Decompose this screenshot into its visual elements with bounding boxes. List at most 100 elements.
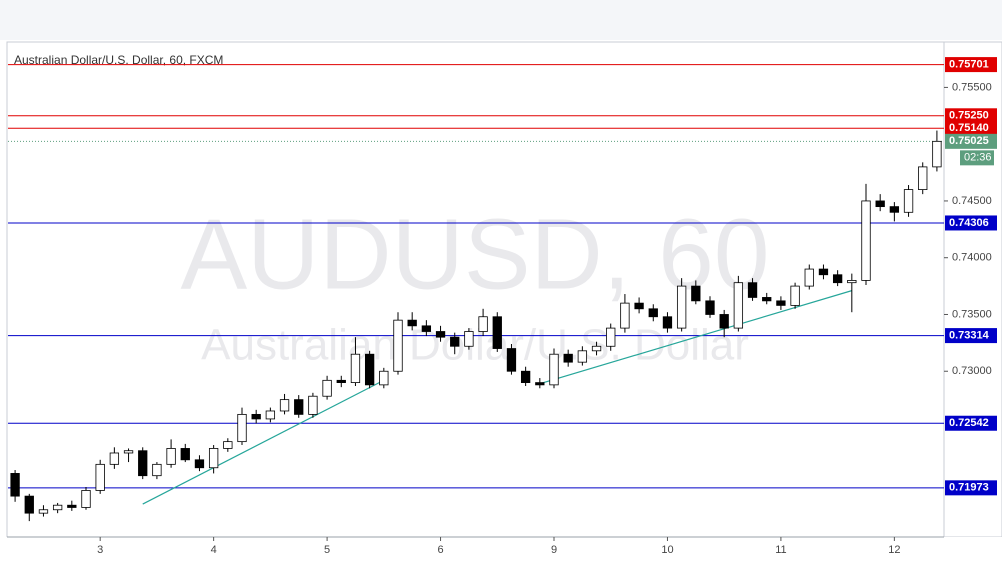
watermark-subtitle: Australian Dollar/U.S. Dollar [201,321,749,370]
candle-body [138,450,148,477]
x-tick-label: 4 [211,544,217,556]
candle-body [492,316,502,349]
candle-body [109,452,120,465]
candle-body [506,348,517,372]
x-tick-label: 10 [661,544,673,556]
candle-body [265,410,276,420]
level-label-box [945,215,997,231]
candle-body [123,450,134,454]
chart-title: Australian Dollar/U.S. Dollar, 60, FXCM [14,53,223,67]
candle-body [889,206,900,213]
candle-body [932,140,942,168]
candle-body [10,473,20,497]
level-label-box [945,108,997,124]
candle-body [535,382,545,386]
candle-body [81,490,91,508]
candle-body [180,448,190,461]
level-label-box [945,415,997,431]
candle-body [577,350,588,363]
candle-body [152,463,162,477]
candle-body [818,268,829,276]
candle-body [379,370,389,386]
time-axis [0,537,1002,565]
candle-body [421,325,432,332]
candle-body [847,280,857,284]
level-label: 0.72542 [949,417,989,429]
candle-body [591,345,602,352]
level-label: 0.75250 [949,110,989,122]
x-tick-label: 3 [97,544,103,556]
candle-body [790,285,800,306]
candle-body [435,331,446,338]
level-label: 0.74306 [949,217,989,229]
candle-body [478,316,488,332]
candle-body [223,441,233,449]
candle-body [393,319,403,372]
candle-body [52,504,63,511]
trendline [539,290,852,385]
x-tick-label: 6 [437,544,443,556]
level-label-box [945,57,997,73]
trendline [142,379,385,505]
candle-body [322,379,332,397]
candle-body [67,504,77,508]
countdown-box [960,150,994,166]
candle-body [166,448,176,465]
x-tick-label: 5 [324,544,330,556]
candle-body [563,353,573,363]
y-tick-label: 0.73500 [952,308,992,320]
watermark: AUDUSD, 60 [180,198,769,310]
candle-body [237,413,247,443]
y-tick-label: 0.74000 [952,252,992,264]
plot-area [6,41,945,538]
candle-body [662,316,673,329]
level-label-box [945,328,997,344]
candle-body [691,285,701,302]
countdown-label: 02:36 [964,152,992,164]
candle-body [634,302,644,310]
candle-body [350,353,361,383]
candle-body [762,297,772,302]
candle-body [407,319,417,327]
x-tick-label: 9 [551,544,557,556]
candle-body [620,302,630,329]
last-price-label: 0.75025 [949,135,989,147]
top-bar [0,0,1002,40]
candle-body [705,300,715,315]
candle-body [251,413,261,420]
candle-body [676,285,687,329]
y-tick-label: 0.73000 [952,365,992,377]
x-tick-label: 11 [775,544,786,556]
candle-body [832,274,843,284]
candle-body [450,336,460,347]
candle-body [606,327,616,347]
candle-body [776,300,786,306]
candle-body [95,463,105,491]
level-label: 0.71973 [949,482,989,494]
candle-body [903,189,914,213]
level-label-box [945,120,997,136]
candle-body [875,200,885,208]
candle-body [194,459,205,469]
candle-body [861,200,871,281]
candle-body [747,282,758,298]
y-tick-label: 0.75500 [952,81,992,93]
candle-body [719,314,729,329]
candle-body [804,268,814,287]
candle-body [364,353,375,386]
level-label: 0.75701 [949,58,989,70]
level-label-box [945,480,997,496]
candle-body [24,495,34,514]
candle-body [733,282,744,329]
candle-body [648,308,658,318]
candle-body [294,399,304,415]
level-label: 0.75140 [949,122,989,134]
candle-body [464,331,474,347]
x-tick-label: 12 [888,544,900,556]
candle-body [308,395,318,415]
last-price-box [945,133,997,149]
level-label: 0.73314 [949,330,990,342]
candle-body [549,353,559,386]
candle-body [279,399,290,412]
